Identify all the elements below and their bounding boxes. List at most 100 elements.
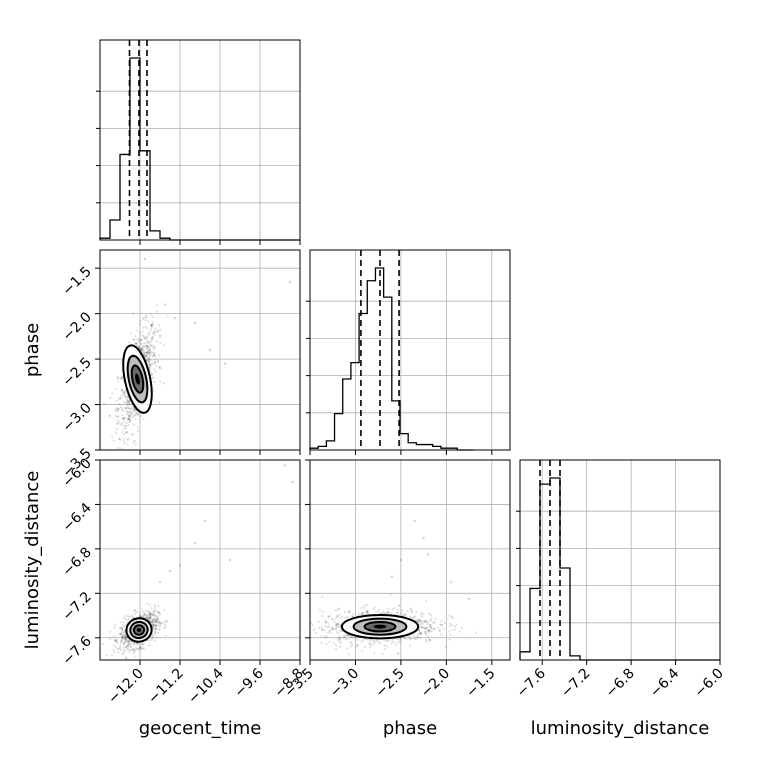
scatter-point [147, 363, 150, 366]
scatter-point [148, 616, 151, 619]
scatter-point [154, 358, 157, 361]
scatter-point [112, 635, 116, 638]
scatter-point [140, 615, 143, 618]
scatter-point [335, 631, 339, 634]
scatter-point [325, 621, 328, 624]
scatter-point [127, 415, 131, 418]
scatter-point [128, 400, 131, 403]
scatter-point [148, 366, 151, 369]
scatter-point [335, 623, 338, 626]
scatter-point [120, 632, 123, 635]
scatter-point [154, 619, 157, 622]
scatter-point [351, 643, 354, 647]
scatter-point [116, 639, 119, 642]
scatter-point [127, 639, 130, 642]
scatter-point [122, 642, 125, 645]
scatter-point [348, 653, 351, 656]
scatter-point [137, 413, 140, 416]
scatter-point [422, 620, 425, 623]
scatter-point [126, 394, 129, 398]
scatter-point [109, 396, 112, 400]
scatter-point [321, 628, 324, 631]
scatter-point [118, 421, 121, 424]
scatter-point [335, 626, 338, 629]
scatter-point [366, 609, 369, 613]
scatter-point [121, 626, 124, 629]
scatter-point [149, 363, 152, 366]
scatter-point [141, 347, 144, 350]
scatter-point [326, 625, 329, 629]
scatter-point [147, 352, 150, 355]
scatter-panel-phase-luminosity_distance: −3.5 −3.0 −2.5 −2.0 −1.5 phase [281, 459, 511, 739]
scatter-point [120, 438, 123, 441]
scatter-point [155, 627, 158, 630]
scatter-point [332, 628, 335, 631]
scatter-point [127, 650, 130, 653]
scatter-point [352, 613, 355, 616]
scatter-point [453, 625, 457, 628]
scatter-point [228, 558, 232, 562]
scatter-point [148, 616, 151, 619]
scatter-point [114, 640, 118, 644]
scatter-point [416, 633, 420, 636]
scatter-point [148, 614, 151, 617]
scatter-point [153, 330, 157, 334]
scatter-point [338, 636, 341, 639]
scatter-point [383, 647, 386, 650]
scatter-point [381, 611, 384, 615]
scatter-point [449, 581, 453, 584]
scatter-point [129, 413, 133, 416]
scatter-point [152, 353, 155, 356]
scatter-point [154, 327, 157, 330]
scatter-point [123, 420, 126, 423]
scatter-point [223, 362, 227, 365]
scatter-point [384, 611, 387, 614]
scatter-point [127, 640, 130, 643]
scatter-point [154, 620, 157, 623]
scatter-point [123, 649, 126, 652]
scatter-point [371, 640, 374, 643]
scatter-point [153, 333, 156, 337]
scatter-point [157, 329, 160, 332]
scatter-point [389, 593, 392, 596]
scatter-point [119, 632, 123, 635]
scatter-point [120, 447, 123, 450]
scatter-point [149, 617, 152, 620]
scatter-point [331, 618, 334, 621]
scatter-point [148, 352, 151, 355]
scatter-point [351, 635, 354, 638]
scatter-point [148, 354, 152, 358]
scatter-point [334, 624, 338, 627]
scatter-point [145, 341, 148, 344]
scatter-point [158, 581, 162, 584]
scatter-point [116, 415, 119, 419]
scatter-point [136, 412, 139, 416]
scatter-point [430, 627, 434, 630]
scatter-point [119, 644, 122, 647]
scatter-point [154, 623, 157, 626]
scatter-point [154, 614, 157, 617]
scatter-point [154, 631, 157, 634]
scatter-point [339, 629, 342, 633]
scatter-point [101, 642, 105, 645]
x-tick-label: −11.2 [145, 666, 187, 708]
scatter-point [122, 409, 125, 412]
scatter-point [123, 640, 126, 643]
scatter-point [330, 626, 333, 629]
scatter-point [366, 604, 369, 607]
scatter-point [159, 621, 162, 624]
scatter-point [140, 342, 143, 345]
scatter-point [132, 651, 136, 654]
scatter-point [149, 343, 152, 346]
scatter-point [361, 611, 365, 614]
scatter-point [348, 610, 351, 613]
scatter-point [419, 636, 422, 640]
scatter-point [114, 387, 117, 390]
scatter-point [143, 614, 146, 617]
scatter-point [139, 319, 142, 323]
scatter-point [321, 595, 324, 599]
scatter-point [428, 623, 431, 626]
scatter-point [363, 606, 366, 610]
scatter-point [131, 641, 134, 644]
scatter-point [136, 425, 139, 428]
